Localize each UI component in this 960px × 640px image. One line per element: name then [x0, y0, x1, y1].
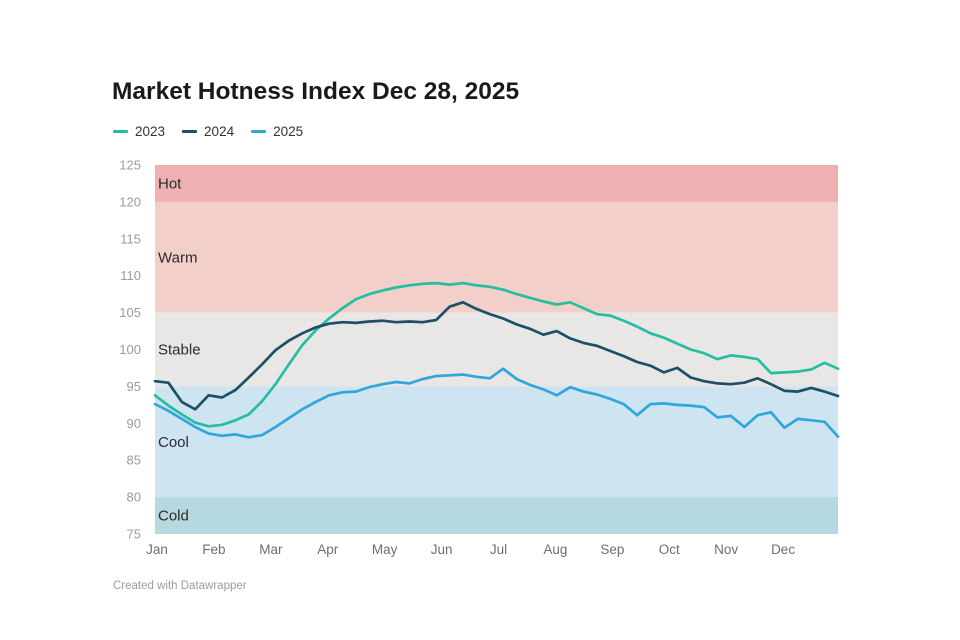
y-tick-label-95: 95 — [127, 379, 141, 394]
y-tick-label-80: 80 — [127, 490, 141, 505]
x-tick-label-nov: Nov — [714, 542, 738, 557]
x-tick-label-oct: Oct — [659, 542, 680, 557]
y-tick-label-105: 105 — [119, 305, 141, 320]
chart-title: Market Hotness Index Dec 28, 2025 — [112, 78, 520, 105]
x-tick-label-sep: Sep — [600, 542, 624, 557]
y-tick-label-85: 85 — [127, 453, 141, 468]
legend-item-2023: 2023 — [113, 124, 165, 139]
y-tick-label-110: 110 — [120, 268, 141, 283]
legend: 2023 2024 2025 — [113, 124, 303, 139]
band-label-stable: Stable — [158, 342, 201, 359]
x-tick-label-mar: Mar — [259, 542, 283, 557]
x-tick-label-may: May — [372, 542, 398, 557]
y-tick-label-90: 90 — [127, 416, 141, 431]
band-warm — [155, 201, 838, 313]
y-tick-label-75: 75 — [127, 527, 141, 542]
legend-swatch-icon — [251, 130, 267, 133]
band-label-cool: Cool — [158, 434, 189, 451]
legend-swatch-icon — [182, 130, 198, 133]
x-tick-label-apr: Apr — [317, 542, 339, 557]
band-label-hot: Hot — [158, 175, 182, 192]
datawrapper-credit-link[interactable]: Created with Datawrapper — [113, 580, 247, 592]
line-2024 — [153, 300, 840, 411]
y-tick-label-125: 125 — [119, 158, 141, 173]
legend-label: 2024 — [204, 124, 235, 139]
x-tick-label-jun: Jun — [431, 542, 453, 557]
band-label-warm: Warm — [158, 249, 197, 266]
band-label-cold: Cold — [158, 508, 189, 525]
band-cool — [155, 386, 838, 498]
x-tick-label-jan: Jan — [146, 542, 168, 557]
band-stable — [155, 312, 838, 387]
legend-label: 2025 — [273, 124, 304, 139]
band-hot — [155, 165, 838, 202]
x-tick-label-aug: Aug — [543, 542, 567, 557]
y-tick-label-120: 120 — [119, 194, 141, 209]
legend-swatch-icon — [113, 130, 128, 133]
legend-item-2024: 2024 — [182, 124, 234, 139]
legend-item-2025: 2025 — [251, 124, 303, 139]
x-tick-label-dec: Dec — [771, 542, 795, 557]
x-tick-label-jul: Jul — [490, 542, 507, 557]
legend-label: 2023 — [135, 124, 166, 139]
line-2025 — [153, 367, 840, 439]
x-tick-label-feb: Feb — [202, 542, 225, 557]
y-tick-label-115: 115 — [120, 231, 141, 246]
y-tick-label-100: 100 — [119, 342, 141, 357]
line-2023 — [153, 281, 840, 428]
band-cold — [155, 497, 838, 534]
